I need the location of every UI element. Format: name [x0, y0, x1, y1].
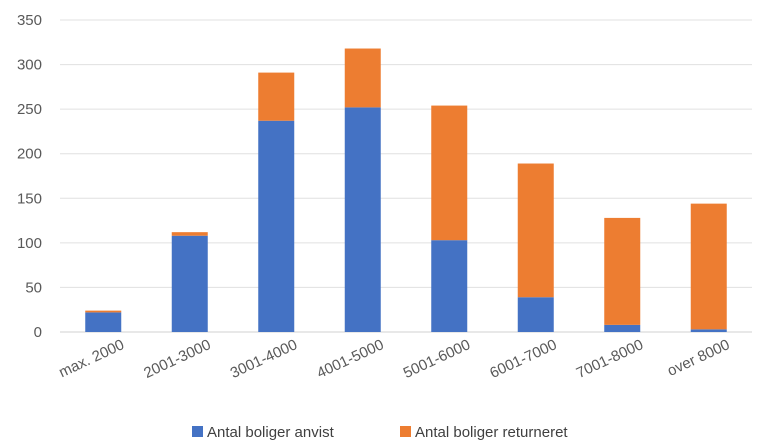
bar-anvist-6 — [517, 297, 554, 332]
bar-anvist-1 — [85, 312, 122, 332]
x-tick-label: max. 2000 — [56, 336, 127, 381]
bar-anvist-7 — [604, 324, 641, 332]
y-tick-label: 250 — [17, 101, 42, 118]
x-tick-label: 3001-4000 — [228, 336, 300, 382]
bar-returneret-2 — [171, 232, 208, 236]
x-tick-label: 2001-3000 — [141, 336, 213, 382]
legend-swatch — [192, 426, 203, 437]
bar-returneret-3 — [258, 72, 295, 121]
y-tick-label: 200 — [17, 146, 42, 163]
x-tick-label: 5001-6000 — [401, 336, 473, 382]
bar-returneret-1 — [85, 310, 122, 313]
bar-anvist-8 — [690, 329, 727, 332]
y-tick-label: 150 — [17, 190, 42, 207]
x-tick-label: over 8000 — [665, 336, 733, 380]
y-tick-label: 350 — [17, 12, 42, 29]
y-tick-label: 0 — [34, 324, 42, 341]
legend-swatch — [400, 426, 411, 437]
bar-returneret-8 — [690, 203, 727, 330]
legend-label: Antal boliger anvist — [207, 424, 335, 441]
x-tick-label: 4001-5000 — [314, 336, 386, 382]
bar-returneret-6 — [517, 163, 554, 298]
bar-anvist-2 — [171, 235, 208, 332]
x-tick-label: 6001-7000 — [487, 336, 559, 382]
bar-anvist-5 — [431, 240, 468, 332]
bar-returneret-5 — [431, 105, 468, 241]
legend-label: Antal boliger returneret — [415, 424, 568, 441]
x-tick-label: 7001-8000 — [574, 336, 646, 382]
bar-anvist-3 — [258, 120, 295, 332]
y-tick-label: 100 — [17, 235, 42, 252]
legend: Antal boliger anvist Antal boliger return… — [192, 424, 568, 441]
y-tick-label: 300 — [17, 57, 42, 74]
y-axis-tick-labels: 0 50 100 150 200 250 300 350 — [17, 12, 42, 341]
bar-returneret-7 — [604, 217, 641, 325]
bar-returneret-4 — [344, 48, 381, 108]
bar-anvist-4 — [344, 107, 381, 332]
x-axis-tick-labels: max. 2000 2001-3000 3001-4000 4001-5000 5001… — [56, 336, 732, 382]
gridlines — [60, 19, 752, 333]
bars — [85, 48, 727, 332]
y-tick-label: 50 — [25, 279, 42, 296]
